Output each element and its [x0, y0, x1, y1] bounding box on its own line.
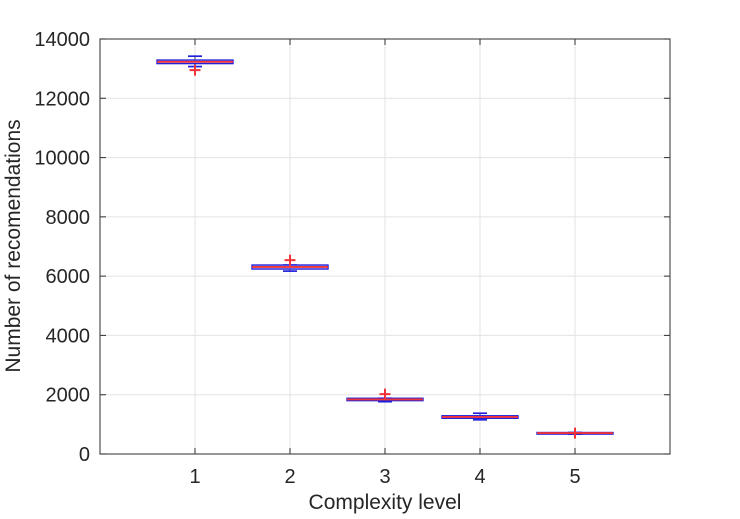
x-tick-label: 1: [189, 466, 200, 488]
x-tick-label: 3: [379, 466, 390, 488]
y-tick-label: 6000: [46, 266, 91, 288]
outlier-marker: [569, 427, 581, 439]
y-axis-label: Number of recomendations: [2, 119, 25, 373]
boxplot-series: [156, 55, 614, 439]
boxplot-group-2: [251, 254, 329, 272]
axes: [99, 38, 671, 455]
x-tick-label: 4: [474, 466, 485, 488]
tick-labels: 1 2 3 4 5 0 2000 4000 6000 8000 10000 12000 14000: [34, 29, 580, 488]
y-tick-label: 4000: [46, 325, 91, 347]
outlier-marker: [379, 388, 391, 400]
x-tick-label: 5: [569, 466, 580, 488]
boxplot-group-1: [156, 55, 234, 76]
x-tick-label: 2: [284, 466, 295, 488]
boxplot-group-3: [346, 388, 424, 403]
boxplot-group-5: [536, 427, 614, 439]
y-tick-label: 10000: [34, 148, 90, 170]
x-axis-label: Complexity level: [308, 491, 462, 514]
y-tick-label: 8000: [46, 207, 91, 229]
boxplot-group-4: [441, 412, 519, 421]
y-tick-label: 12000: [34, 88, 90, 110]
outlier-marker: [189, 64, 201, 76]
outlier-marker: [284, 254, 296, 266]
y-tick-label: 2000: [46, 385, 91, 407]
y-tick-label: 14000: [34, 29, 90, 51]
y-tick-label: 0: [79, 444, 90, 466]
